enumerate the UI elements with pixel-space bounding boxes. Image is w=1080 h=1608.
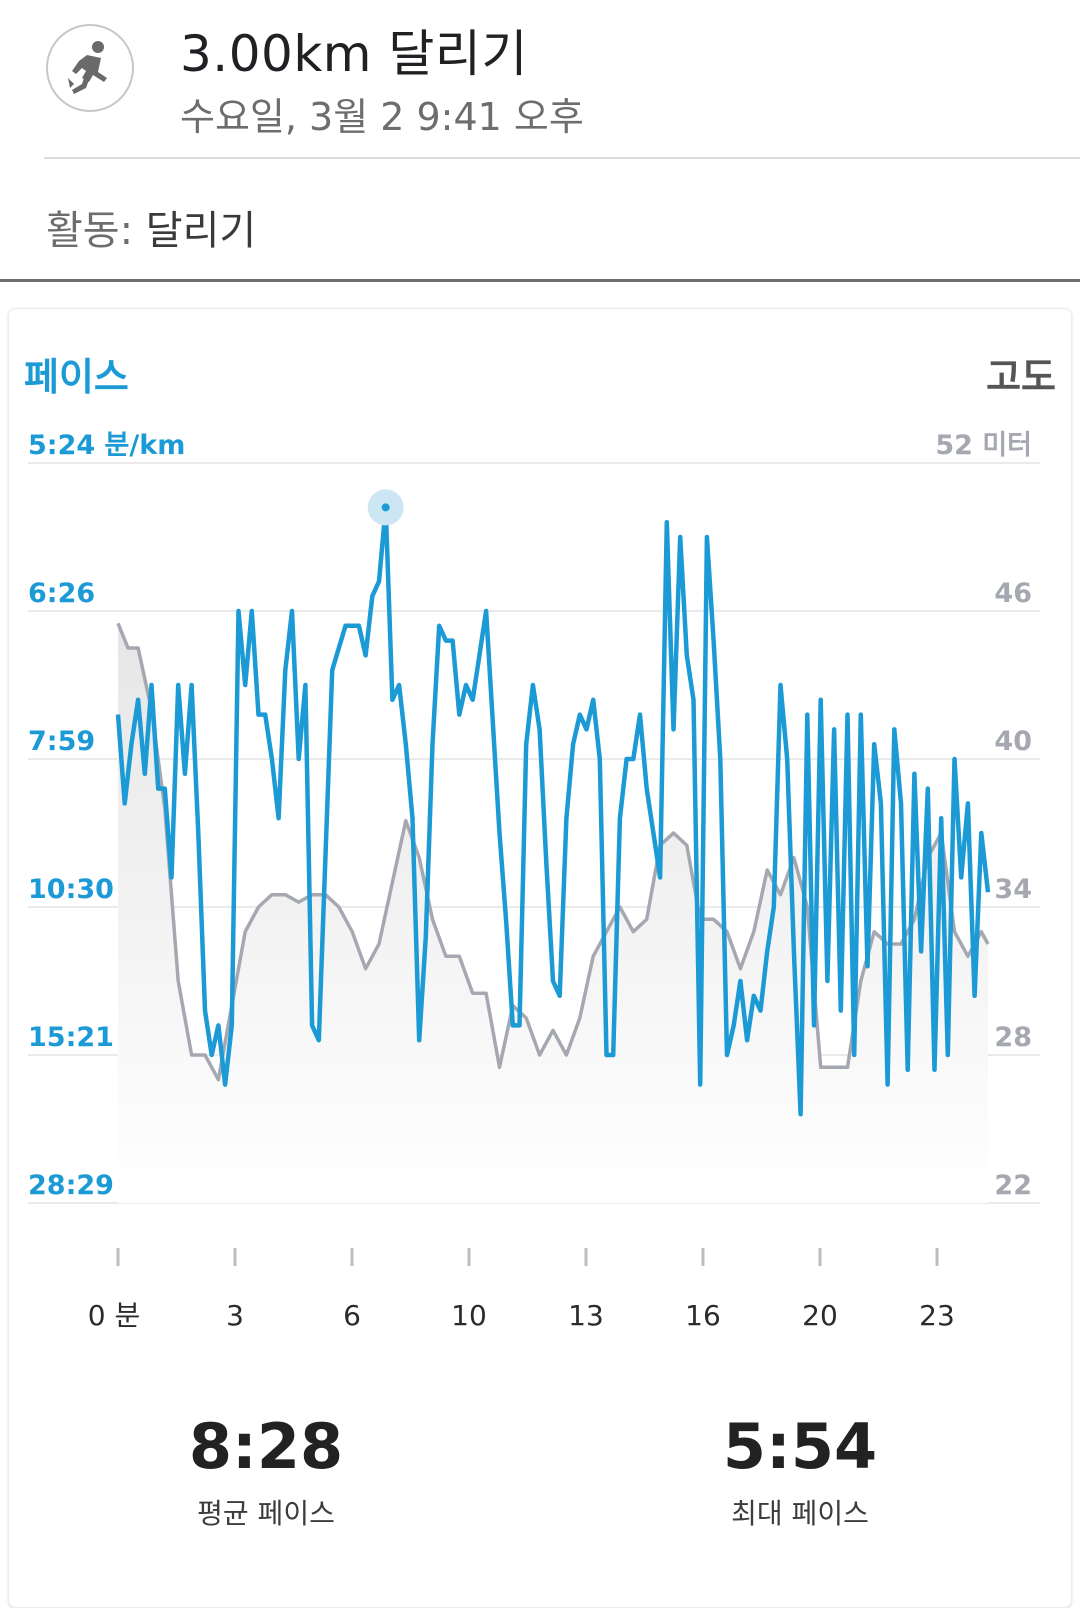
- altitude-axis-label: 22: [994, 1170, 1032, 1201]
- altitude-axis-label: 34: [994, 874, 1032, 905]
- pace-axis-label: 28:29: [28, 1170, 114, 1201]
- pace-axis-label: 10:30: [28, 874, 114, 905]
- activity-type-label: 활동:: [46, 208, 134, 254]
- max-pace-label: 최대 페이스: [731, 1497, 869, 1530]
- avg-pace-value: 8:28: [188, 1410, 344, 1483]
- x-axis-label: 6: [343, 1299, 361, 1332]
- altitude-axis-label: 28: [994, 1022, 1032, 1053]
- altitude-line: [116, 622, 990, 1082]
- activity-type-row[interactable]: 활동: 달리기: [46, 198, 256, 256]
- activity-header: 3.00km 달리기 수요일, 3월 2 9:41 오후: [0, 0, 1080, 160]
- pace-axis-label: 15:21: [28, 1022, 114, 1053]
- altitude-axis-label: 52 미터: [935, 430, 1032, 461]
- altitude-axis-label: 40: [994, 726, 1032, 757]
- altitude-area: [118, 623, 988, 1203]
- pace-axis-label: 7:59: [28, 726, 95, 757]
- tab-altitude[interactable]: 고도: [986, 355, 1056, 399]
- activity-title: 3.00km 달리기: [180, 25, 528, 83]
- pace-axis-label: 5:24 분/km: [28, 430, 185, 461]
- x-axis-label: 16: [685, 1299, 721, 1332]
- x-axis-label: 3: [226, 1299, 244, 1332]
- pace-line: [115, 505, 991, 1117]
- x-axis-label: 23: [919, 1299, 955, 1332]
- activity-type-value: 달리기: [145, 208, 257, 254]
- peak-pace-dot: [381, 503, 390, 512]
- pace-axis-label: 6:26: [28, 578, 95, 609]
- altitude-axis-label: 46: [994, 578, 1032, 609]
- running-person-icon: [46, 24, 134, 112]
- x-axis-label: 10: [451, 1299, 487, 1332]
- avg-pace-label: 평균 페이스: [197, 1497, 335, 1530]
- tab-pace[interactable]: 페이스: [24, 355, 129, 399]
- x-axis-label: 20: [802, 1299, 838, 1332]
- activity-datetime: 수요일, 3월 2 9:41 오후: [180, 95, 584, 139]
- max-pace-value: 5:54: [722, 1410, 878, 1483]
- pace-altitude-chart[interactable]: 5:24 분/km 6:26 7:59 10:30 15:21 28:29 52 미터 46 4…: [0, 0, 1080, 1360]
- x-axis-label: 13: [568, 1299, 604, 1332]
- x-axis-label: 0 분: [88, 1299, 140, 1332]
- divider: [44, 157, 1080, 159]
- divider: [0, 279, 1080, 282]
